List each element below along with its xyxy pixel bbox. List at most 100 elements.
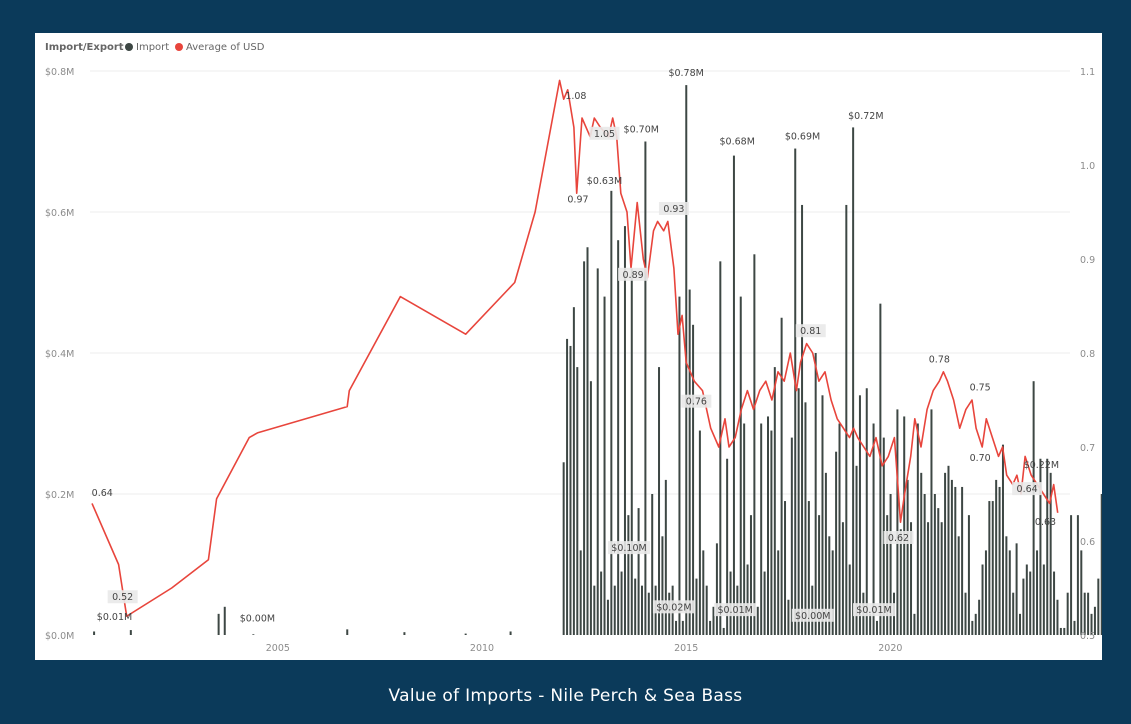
data-label-text: 0.62 xyxy=(888,533,909,544)
data-label-text: 0.76 xyxy=(686,397,707,408)
legend-usd-swatch xyxy=(175,43,183,51)
import-bar xyxy=(875,620,878,635)
import-bar xyxy=(780,317,783,635)
import-bar xyxy=(787,599,790,635)
import-bar xyxy=(223,606,226,635)
import-bar xyxy=(906,479,909,635)
import-bar xyxy=(978,599,981,635)
import-bar xyxy=(651,494,654,635)
x-tick-label: 2010 xyxy=(470,643,494,654)
data-label: 0.75 xyxy=(970,383,991,394)
chart-canvas: $0.0M $0.2M $0.4M $0.6M $0.8M 0.5 0.6 0.7 0.8 0.9… xyxy=(45,42,1102,654)
data-label-box xyxy=(681,394,712,408)
import-bar xyxy=(722,627,725,635)
import-bar xyxy=(640,585,643,635)
import-bar xyxy=(916,423,919,635)
import-bar xyxy=(668,592,671,635)
import-bars xyxy=(93,85,1102,636)
legend-usd-label: Average of USD xyxy=(186,42,265,53)
import-bar xyxy=(661,536,664,635)
import-bar xyxy=(1066,592,1069,635)
import-bar xyxy=(658,367,661,635)
axes: $0.0M $0.2M $0.4M $0.6M $0.8M 0.5 0.6 0.7 0.8 0.9… xyxy=(45,67,1095,654)
data-label-text: $0.01M xyxy=(717,605,752,616)
data-label-box xyxy=(795,324,826,338)
import-bar xyxy=(954,486,957,635)
import-bar xyxy=(821,395,824,635)
import-bar xyxy=(1036,550,1039,635)
import-bar xyxy=(920,472,923,635)
import-bar xyxy=(589,381,592,635)
import-bar xyxy=(715,543,718,635)
data-label-box xyxy=(853,603,895,617)
import-bar xyxy=(1015,543,1018,635)
data-label: 1.05 xyxy=(589,126,620,140)
import-bar xyxy=(770,430,773,635)
import-bar xyxy=(766,416,769,635)
import-bar xyxy=(1083,592,1086,635)
import-bar xyxy=(1019,613,1022,635)
import-bar xyxy=(746,564,749,635)
import-bar xyxy=(923,494,926,635)
data-label-text: 0.97 xyxy=(567,195,588,206)
data-label-box xyxy=(589,126,620,140)
usd-line xyxy=(91,79,1059,617)
x-tick-label: 2020 xyxy=(878,643,902,654)
data-label: 0.81 xyxy=(795,324,826,338)
data-label: $0.01M xyxy=(97,612,132,623)
import-bar xyxy=(784,501,787,635)
y-right-tick-label: 1.0 xyxy=(1080,161,1095,172)
y-left-tick-label: $0.6M xyxy=(45,208,74,219)
import-bar xyxy=(664,479,667,635)
data-label: $0.10M xyxy=(608,541,650,555)
import-bar xyxy=(947,465,950,635)
chart-caption: Value of Imports - Nile Perch & Sea Bass xyxy=(388,686,743,706)
import-bar xyxy=(702,550,705,635)
import-bar xyxy=(981,564,984,635)
import-bar xyxy=(576,367,579,635)
import-bar xyxy=(593,585,596,635)
import-bar xyxy=(1093,606,1096,635)
data-label: $0.68M xyxy=(720,136,755,147)
data-label: $0.70M xyxy=(624,124,659,135)
data-label-text: $0.69M xyxy=(785,131,820,142)
import-bar xyxy=(855,465,858,635)
import-bar xyxy=(930,409,933,635)
import-bar xyxy=(606,599,609,635)
legend-import-label: Import xyxy=(136,42,169,53)
data-label: 0.63 xyxy=(1035,517,1056,528)
chart-card: $0.0M $0.2M $0.4M $0.6M $0.8M 0.5 0.6 0.7 0.8 0.9… xyxy=(35,33,1102,660)
import-bar xyxy=(913,613,916,635)
import-bar xyxy=(562,462,565,635)
import-bar xyxy=(1070,515,1073,635)
import-bar xyxy=(797,388,800,635)
import-bar xyxy=(1046,458,1049,635)
data-label-text: $0.72M xyxy=(848,111,883,122)
import-bar xyxy=(623,226,626,635)
x-tick-label: 2005 xyxy=(266,643,290,654)
data-label-text: 0.64 xyxy=(92,488,113,499)
import-bar xyxy=(634,578,637,635)
data-label-text: 0.63 xyxy=(1035,517,1056,528)
import-bar xyxy=(596,268,599,635)
data-label: $0.72M xyxy=(848,111,883,122)
import-bar xyxy=(1029,571,1032,635)
import-bar xyxy=(760,423,763,635)
import-bar xyxy=(933,494,936,635)
data-label-box xyxy=(608,541,650,555)
import-bar xyxy=(927,522,930,635)
import-bar xyxy=(971,620,974,635)
data-label: 0.89 xyxy=(618,267,649,281)
data-label: 0.64 xyxy=(92,488,113,499)
import-bar xyxy=(1073,620,1076,635)
data-label-text: 0.70 xyxy=(970,453,991,464)
import-bar xyxy=(773,367,776,635)
data-label: 0.76 xyxy=(681,394,712,408)
import-bar xyxy=(858,395,861,635)
import-bar xyxy=(1005,536,1008,635)
data-label-text: $0.63M xyxy=(587,176,622,187)
import-bar xyxy=(743,423,746,635)
legend-title: Import/Export xyxy=(45,42,124,53)
import-bar xyxy=(600,571,603,635)
import-bar xyxy=(818,515,821,635)
